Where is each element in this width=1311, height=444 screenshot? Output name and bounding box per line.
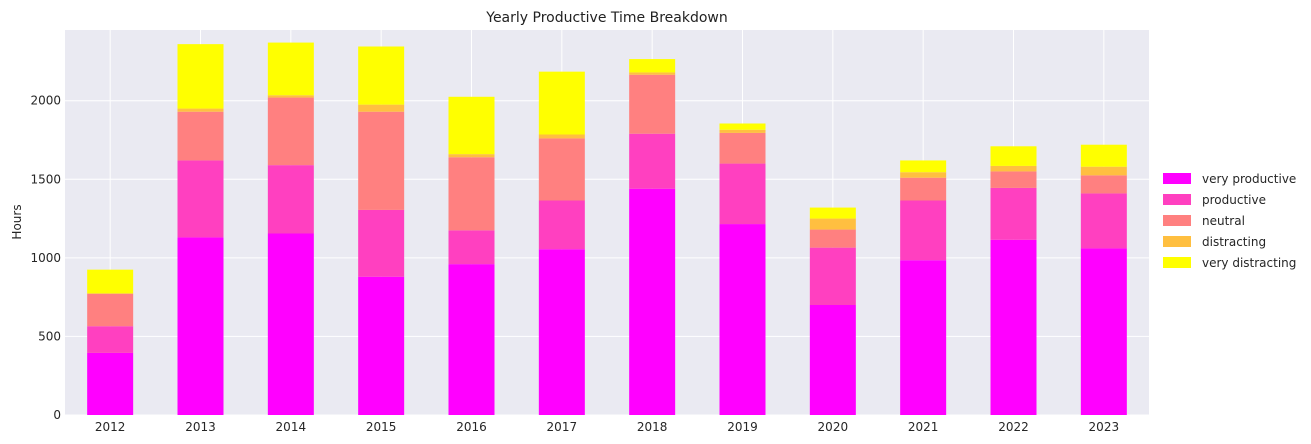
bar-segment (538, 138, 585, 201)
bar-segment (629, 74, 676, 134)
bar-segment (809, 207, 856, 219)
bar-segment (267, 97, 314, 166)
bar-segment (177, 160, 224, 238)
legend-label: distracting (1202, 235, 1266, 249)
bar-segment (177, 111, 224, 161)
bar-segment (629, 133, 676, 189)
bar-segment (177, 108, 224, 112)
x-tick-label: 2023 (1089, 420, 1120, 434)
x-tick-label: 2012 (95, 420, 126, 434)
x-tick-label: 2022 (998, 420, 1029, 434)
bar-segment (809, 218, 856, 230)
bar-segment (267, 95, 314, 98)
bar-segment (538, 200, 585, 250)
y-tick-label: 1000 (30, 251, 61, 265)
bar-segment (1080, 248, 1127, 415)
y-tick-label: 0 (53, 408, 61, 422)
bar-segment (900, 200, 947, 261)
plot-area (65, 30, 1149, 415)
bar-segment (538, 134, 585, 139)
bar-segment (629, 188, 676, 415)
bar-segment (900, 160, 947, 173)
bar-segment (358, 104, 405, 112)
bar-segment (267, 165, 314, 234)
bar-segment (448, 230, 495, 265)
legend-label: productive (1202, 193, 1266, 207)
legend: very productive productive neutral distract… (1163, 172, 1296, 270)
bar-segment (990, 187, 1037, 240)
bar-segment (629, 72, 676, 75)
bar-segment (1080, 175, 1127, 194)
bar-segment (267, 42, 314, 96)
bar-segment (629, 59, 676, 73)
bar-segment (809, 229, 856, 248)
bar-segment (448, 154, 495, 158)
bar-segment (990, 165, 1037, 172)
bar-segment (267, 233, 314, 415)
bar-segment (990, 239, 1037, 415)
x-tick-label: 2014 (276, 420, 307, 434)
x-tick-label: 2020 (818, 420, 849, 434)
x-tick-label: 2016 (456, 420, 487, 434)
bar-segment (358, 46, 405, 105)
bar-segment (177, 44, 224, 109)
bar-segment (719, 163, 766, 225)
bar-segment (448, 264, 495, 415)
bar-segment (719, 129, 766, 133)
bar-segment (990, 171, 1037, 188)
legend-swatch (1163, 194, 1191, 205)
bar-segment (809, 305, 856, 415)
bar-segment (87, 326, 134, 353)
chart-title: Yearly Productive Time Breakdown (485, 10, 728, 26)
x-tick-label: 2017 (547, 420, 578, 434)
bar-segment (719, 123, 766, 130)
bar-segment (1080, 144, 1127, 167)
legend-label: very productive (1202, 172, 1296, 186)
x-tick-label: 2021 (908, 420, 939, 434)
bar-segment (448, 157, 495, 231)
bars (87, 42, 1127, 415)
y-tick-label: 2000 (30, 94, 61, 108)
legend-swatch (1163, 215, 1191, 226)
bar-segment (358, 209, 405, 277)
y-tick-labels: 0 500 1000 1500 2000 (30, 94, 61, 422)
bar-segment (538, 71, 585, 135)
bar-segment (990, 146, 1037, 166)
bar-segment (358, 111, 405, 210)
x-tick-label: 2019 (727, 420, 758, 434)
bar-segment (719, 224, 766, 415)
bar-segment (719, 132, 766, 164)
bar-segment (1080, 193, 1127, 249)
legend-label: neutral (1202, 214, 1245, 228)
bar-segment (900, 177, 947, 201)
legend-swatch (1163, 236, 1191, 247)
bar-segment (1080, 166, 1127, 176)
bar-segment (809, 247, 856, 305)
legend-label: very distracting (1202, 256, 1296, 270)
x-tick-label: 2015 (366, 420, 397, 434)
bar-segment (87, 352, 134, 415)
bar-segment (87, 269, 134, 294)
bar-segment (177, 237, 224, 415)
y-tick-label: 1500 (30, 172, 61, 186)
x-tick-label: 2013 (185, 420, 216, 434)
y-tick-label: 500 (38, 329, 61, 343)
legend-swatch (1163, 257, 1191, 268)
bar-segment (358, 276, 405, 415)
bar-segment (87, 294, 134, 327)
bar-segment (87, 293, 134, 294)
bar-segment (538, 249, 585, 415)
bar-segment (900, 260, 947, 415)
bar-segment (448, 96, 495, 155)
y-axis-label: Hours (10, 204, 24, 239)
legend-swatch (1163, 173, 1191, 184)
x-tick-labels: 2012 2013 2014 2015 2016 2017 2018 2019 2020 2021… (95, 420, 1119, 434)
bar-segment (900, 172, 947, 178)
x-tick-label: 2018 (637, 420, 668, 434)
